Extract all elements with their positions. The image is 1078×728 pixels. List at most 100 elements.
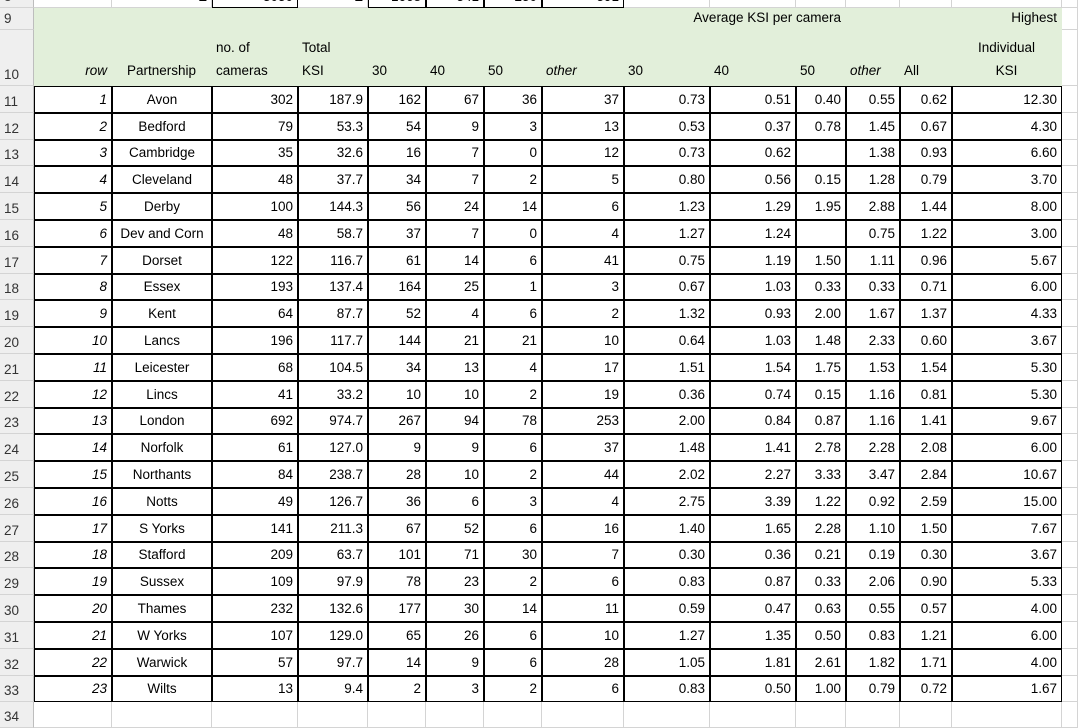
table-cell[interactable]: 100 xyxy=(212,193,298,220)
table-cell[interactable]: 0.63 xyxy=(796,595,846,622)
table-cell[interactable]: 0.64 xyxy=(624,327,710,354)
table-cell[interactable]: 0.93 xyxy=(710,300,796,328)
table-cell[interactable]: 36 xyxy=(484,86,542,113)
table-cell[interactable]: 3 xyxy=(426,675,484,703)
table-cell[interactable]: 1.10 xyxy=(846,514,900,542)
table-cell[interactable]: 0.47 xyxy=(710,595,796,622)
table-cell[interactable]: 1.50 xyxy=(796,246,846,274)
table-cell[interactable]: 7 xyxy=(34,246,112,274)
table-cell[interactable]: 10 xyxy=(34,327,112,354)
table-cell[interactable]: 16 xyxy=(542,514,624,542)
table-cell[interactable]: Bedford xyxy=(112,112,212,140)
row-number[interactable]: 14 xyxy=(0,166,34,194)
table-cell[interactable]: 1.21 xyxy=(900,622,952,649)
table-cell[interactable]: 4 xyxy=(484,354,542,381)
table-cell[interactable]: 2 xyxy=(484,166,542,194)
table-cell[interactable]: 1.48 xyxy=(624,434,710,462)
table-cell[interactable]: 0.50 xyxy=(796,622,846,649)
table-cell[interactable]: 0.37 xyxy=(710,112,796,140)
table-cell[interactable]: 1.27 xyxy=(624,220,710,247)
table-cell[interactable]: 5 xyxy=(34,193,112,220)
table-cell[interactable]: 7 xyxy=(542,541,624,569)
table-cell[interactable]: 4.00 xyxy=(952,595,1062,622)
table-cell[interactable]: 238.7 xyxy=(298,461,368,488)
table-cell[interactable]: Essex xyxy=(112,273,212,301)
table-cell[interactable]: 1.71 xyxy=(900,648,952,676)
table-cell[interactable]: 7.67 xyxy=(952,514,1062,542)
table-cell[interactable]: 48 xyxy=(212,220,298,247)
row-number[interactable]: 34 xyxy=(0,702,34,728)
table-cell[interactable]: 1.40 xyxy=(624,514,710,542)
table-cell[interactable]: 28 xyxy=(542,648,624,676)
row-number[interactable]: 18 xyxy=(0,273,34,301)
table-cell[interactable]: 33.2 xyxy=(298,380,368,408)
table-cell[interactable]: 13 xyxy=(212,675,298,703)
table-cell[interactable]: 0.93 xyxy=(900,139,952,167)
table-cell[interactable]: 1.54 xyxy=(900,354,952,381)
table-cell[interactable]: 5.30 xyxy=(952,380,1062,408)
table-cell[interactable]: 0 xyxy=(484,220,542,247)
table-cell[interactable]: 1.82 xyxy=(846,648,900,676)
table-cell[interactable]: 0.74 xyxy=(710,380,796,408)
table-cell[interactable]: 2.00 xyxy=(624,407,710,435)
table-cell[interactable]: 1.38 xyxy=(846,139,900,167)
table-cell[interactable]: 14 xyxy=(426,246,484,274)
table-cell[interactable]: 3.67 xyxy=(952,327,1062,354)
table-cell[interactable]: 9 xyxy=(426,112,484,140)
table-cell[interactable]: 2 xyxy=(542,300,624,328)
table-cell[interactable]: 9 xyxy=(426,648,484,676)
row-number[interactable]: 12 xyxy=(0,112,34,140)
table-cell[interactable]: 0.87 xyxy=(796,407,846,435)
table-cell[interactable]: 1.81 xyxy=(710,648,796,676)
table-cell[interactable]: 87.7 xyxy=(298,300,368,328)
table-cell[interactable]: 4.33 xyxy=(952,300,1062,328)
table-cell[interactable]: 144 xyxy=(368,327,426,354)
table-cell[interactable]: 6 xyxy=(484,648,542,676)
table-cell[interactable]: 0 xyxy=(484,139,542,167)
table-cell[interactable]: 117.7 xyxy=(298,327,368,354)
table-cell[interactable]: 6 xyxy=(426,488,484,515)
table-cell[interactable]: 14 xyxy=(368,648,426,676)
table-cell[interactable]: 3.67 xyxy=(952,541,1062,569)
row-number[interactable]: 31 xyxy=(0,622,34,649)
table-cell[interactable]: 1.22 xyxy=(900,220,952,247)
table-cell[interactable]: 97.9 xyxy=(298,568,368,596)
table-cell[interactable]: 0.15 xyxy=(796,166,846,194)
table-cell[interactable]: Sussex xyxy=(112,568,212,596)
table-cell[interactable]: 0.67 xyxy=(624,273,710,301)
table-cell[interactable]: 3 xyxy=(484,488,542,515)
table-cell[interactable]: 0.96 xyxy=(900,246,952,274)
table-cell[interactable]: 129.0 xyxy=(298,622,368,649)
table-cell[interactable]: 0.36 xyxy=(624,380,710,408)
table-cell[interactable]: 35 xyxy=(212,139,298,167)
table-cell[interactable]: 3.33 xyxy=(796,461,846,488)
table-cell[interactable]: 2.78 xyxy=(796,434,846,462)
table-cell[interactable]: 68 xyxy=(212,354,298,381)
table-cell[interactable]: 1 xyxy=(484,273,542,301)
table-cell[interactable]: 164 xyxy=(368,273,426,301)
table-cell[interactable]: 2 xyxy=(484,568,542,596)
table-cell[interactable]: 71 xyxy=(426,541,484,569)
table-cell[interactable]: 0.33 xyxy=(796,568,846,596)
table-cell[interactable]: 0.62 xyxy=(900,86,952,113)
table-cell[interactable]: 18 xyxy=(34,541,112,569)
table-cell[interactable]: 19 xyxy=(34,568,112,596)
table-cell[interactable]: 1.48 xyxy=(796,327,846,354)
table-cell[interactable]: 67 xyxy=(368,514,426,542)
table-cell[interactable]: 14 xyxy=(484,595,542,622)
table-cell[interactable]: 0.79 xyxy=(846,675,900,703)
row-number[interactable]: 33 xyxy=(0,675,34,703)
table-cell[interactable]: 49 xyxy=(212,488,298,515)
table-cell[interactable]: 79 xyxy=(212,112,298,140)
table-cell[interactable]: 0.51 xyxy=(710,86,796,113)
table-cell[interactable]: 1.03 xyxy=(710,327,796,354)
table-cell[interactable]: 2.28 xyxy=(796,514,846,542)
table-cell[interactable]: 144.3 xyxy=(298,193,368,220)
table-cell[interactable]: 0.56 xyxy=(710,166,796,194)
table-cell[interactable]: 6.60 xyxy=(952,139,1062,167)
table-cell[interactable]: 61 xyxy=(368,246,426,274)
table-cell[interactable]: 0.67 xyxy=(900,112,952,140)
table-cell[interactable]: 267 xyxy=(368,407,426,435)
row-number[interactable]: 19 xyxy=(0,300,34,328)
row-number[interactable]: 27 xyxy=(0,514,34,542)
